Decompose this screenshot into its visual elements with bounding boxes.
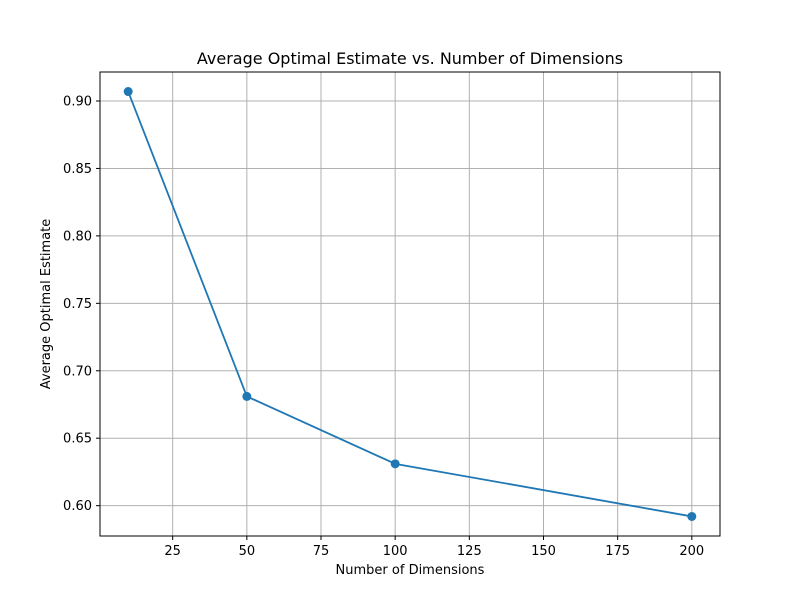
x-tick-label: 100 [383,544,408,559]
x-axis: 25 50 75 100 125 150 175 200 [164,536,704,559]
series-layer [123,87,697,521]
y-tick-label: 0.75 [63,297,92,312]
plot-frame [99,71,721,537]
data-point [687,511,697,521]
grid [100,72,720,536]
x-tick-label: 25 [164,544,181,559]
y-tick-label: 0.70 [63,364,92,379]
x-tick-label: 200 [679,544,704,559]
y-tick-label: 0.65 [63,432,92,447]
x-tick-label: 175 [605,544,630,559]
x-tick-label: 50 [239,544,256,559]
series-line [127,91,692,518]
x-axis-title: Number of Dimensions [336,563,485,578]
data-point [390,459,400,469]
data-point [123,87,133,97]
y-tick-label: 0.60 [63,499,92,514]
y-tick-label: 0.80 [63,229,92,244]
chart-title: Average Optimal Estimate vs. Number of D… [197,49,623,68]
y-tick-label: 0.85 [63,162,92,177]
y-axis-title: Average Optimal Estimate [39,219,54,390]
y-tick-label: 0.90 [63,95,92,110]
data-point [242,391,252,401]
x-tick-label: 75 [313,544,330,559]
x-tick-label: 125 [457,544,482,559]
x-tick-label: 150 [531,544,556,559]
y-axis: 0.60 0.65 0.70 0.75 0.80 0.85 0.90 [63,95,100,514]
